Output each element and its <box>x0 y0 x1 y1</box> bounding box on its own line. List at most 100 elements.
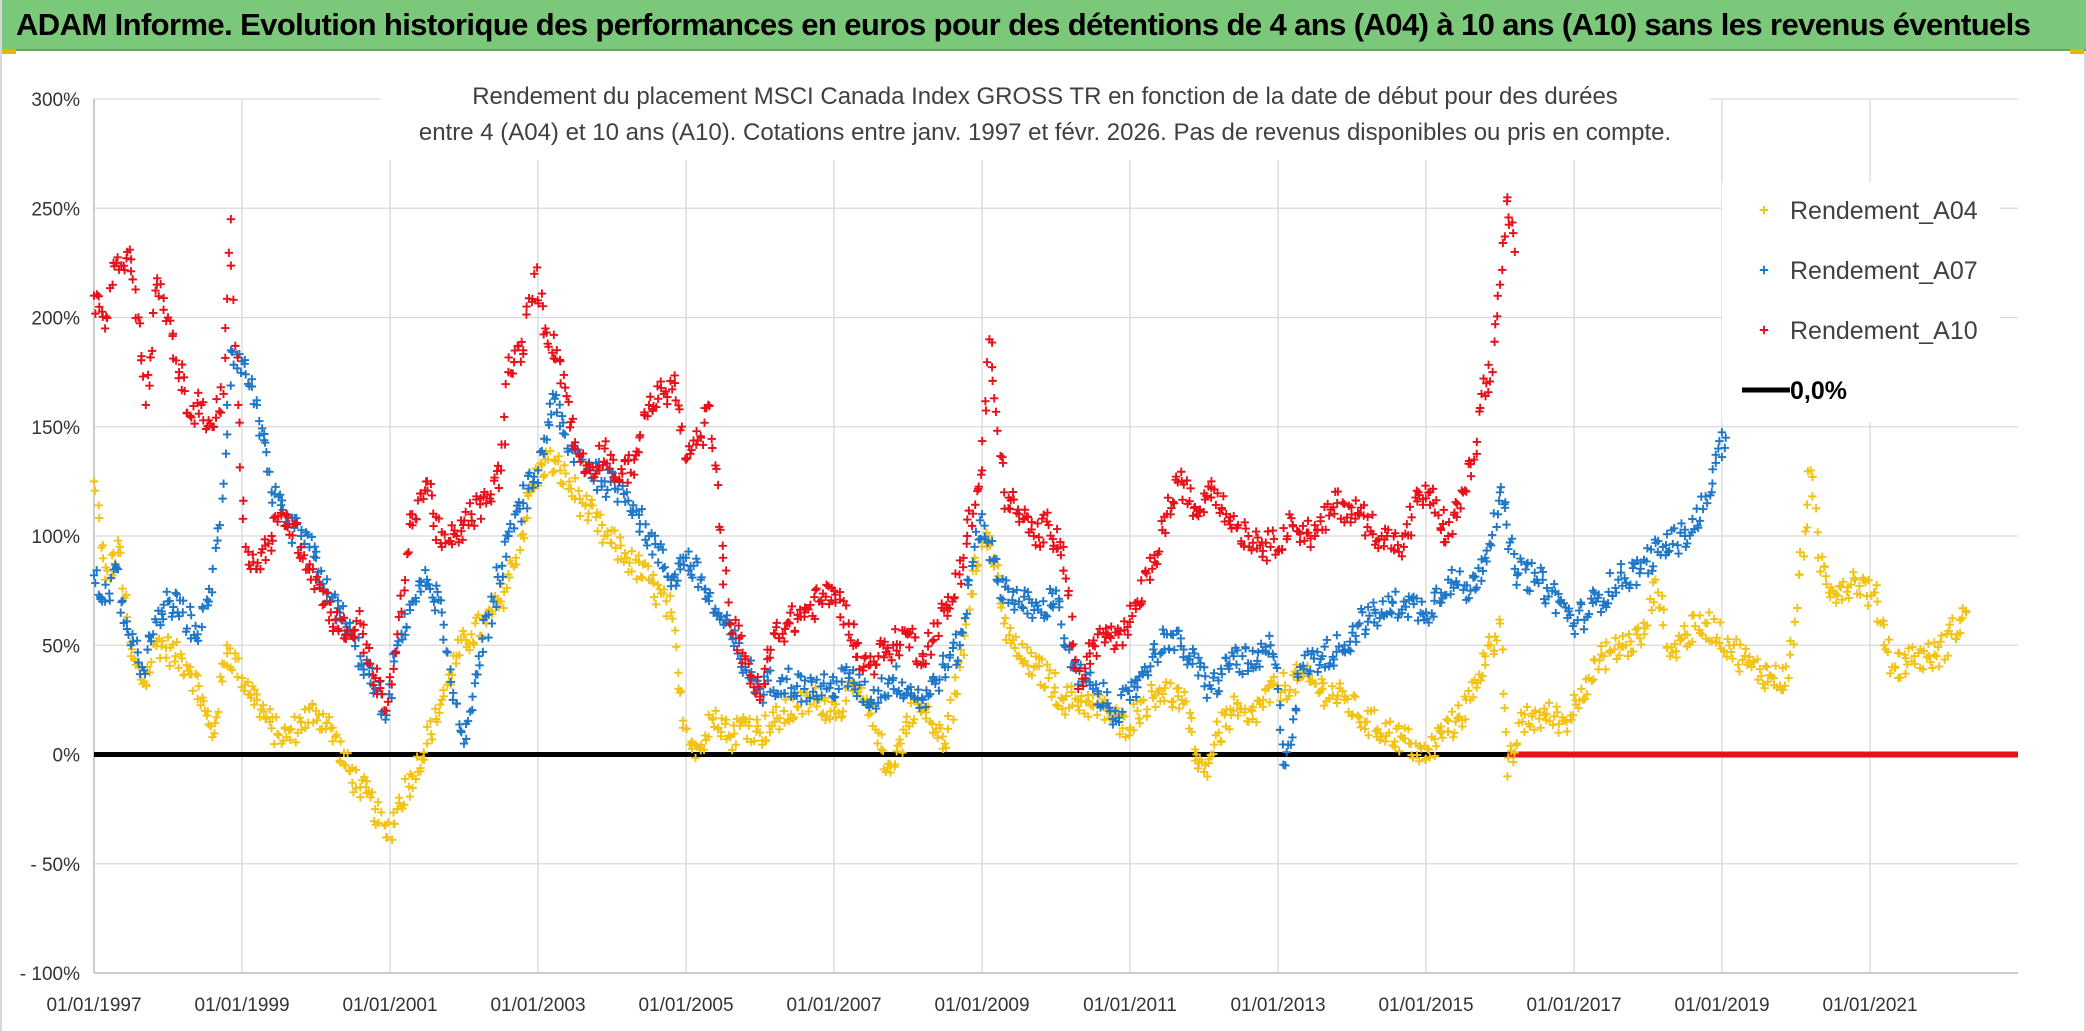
data-point <box>784 618 793 627</box>
data-point <box>412 515 421 524</box>
data-point <box>1145 553 1155 563</box>
data-point <box>1177 467 1186 476</box>
data-point <box>1158 625 1168 634</box>
data-point <box>1890 662 1900 671</box>
data-point <box>908 624 917 634</box>
data-point <box>467 630 476 639</box>
data-point <box>385 673 395 682</box>
data-point <box>1785 650 1795 659</box>
legend-marker <box>1759 205 1769 215</box>
data-point <box>159 293 168 303</box>
data-point <box>1037 655 1047 664</box>
data-point <box>1292 706 1301 715</box>
data-point <box>95 513 104 523</box>
data-point <box>1436 525 1446 535</box>
data-point <box>550 455 559 464</box>
data-point <box>147 657 156 667</box>
data-point <box>1589 675 1598 684</box>
data-point <box>510 524 519 533</box>
data-point <box>498 572 508 581</box>
data-point <box>836 613 845 622</box>
data-point <box>377 690 387 699</box>
data-point <box>233 364 242 373</box>
data-point <box>1454 701 1463 710</box>
data-point <box>1391 528 1400 538</box>
data-point <box>1129 726 1138 735</box>
data-point <box>731 740 741 749</box>
data-point <box>1014 597 1024 606</box>
data-point <box>968 589 978 599</box>
data-point <box>1414 756 1424 766</box>
data-point <box>463 716 473 726</box>
data-point <box>641 535 650 545</box>
data-point <box>1490 632 1500 641</box>
data-point <box>528 294 537 304</box>
data-point <box>1232 660 1241 669</box>
data-point <box>752 727 761 736</box>
data-point <box>1530 568 1539 578</box>
data-point <box>283 513 293 522</box>
data-point <box>1722 652 1731 661</box>
data-point <box>1517 557 1526 566</box>
data-point <box>1181 697 1191 706</box>
data-point <box>738 648 747 658</box>
data-point <box>394 793 404 802</box>
data-point <box>1464 594 1473 603</box>
data-point <box>1584 609 1594 619</box>
data-point <box>1169 499 1179 508</box>
data-point <box>116 608 125 617</box>
data-point <box>293 548 303 558</box>
data-point <box>197 622 207 632</box>
data-point <box>177 360 187 369</box>
data-point <box>532 263 542 272</box>
data-point <box>981 396 990 406</box>
data-point <box>336 737 345 746</box>
data-point <box>265 717 275 727</box>
data-point <box>1161 528 1170 538</box>
data-point <box>474 651 483 661</box>
data-point <box>324 712 334 722</box>
data-point <box>1434 510 1443 520</box>
data-point <box>1500 703 1509 713</box>
data-point <box>1767 672 1776 681</box>
data-point <box>1272 663 1282 673</box>
data-point <box>611 473 620 482</box>
data-point <box>396 591 405 600</box>
data-point <box>1040 682 1050 691</box>
data-point <box>182 661 191 670</box>
data-point <box>817 710 826 720</box>
data-point <box>800 676 810 685</box>
data-point <box>1596 607 1606 617</box>
data-point <box>1377 733 1386 742</box>
data-point <box>1601 665 1610 674</box>
data-point <box>1149 645 1158 654</box>
data-point <box>1008 487 1018 497</box>
data-point <box>364 643 374 653</box>
data-point <box>1504 213 1513 222</box>
data-point <box>643 411 652 421</box>
data-point <box>871 704 881 713</box>
data-point <box>540 470 549 480</box>
data-point <box>775 725 784 734</box>
data-point <box>678 716 688 725</box>
x-tick-label: 01/01/2003 <box>490 995 585 1016</box>
data-point <box>956 579 966 589</box>
data-point <box>1614 575 1623 584</box>
data-point <box>1469 455 1479 464</box>
data-point <box>1632 580 1641 590</box>
data-point <box>1795 570 1804 580</box>
data-point <box>322 588 331 597</box>
y-tick-label: - 100% <box>20 964 80 985</box>
data-point <box>1328 682 1337 691</box>
data-point <box>98 554 108 563</box>
data-point <box>745 714 754 724</box>
data-point <box>1490 337 1499 346</box>
data-point <box>827 583 837 593</box>
data-point <box>726 620 735 629</box>
data-point <box>1363 602 1373 612</box>
data-point <box>627 546 637 556</box>
data-point <box>1574 704 1583 713</box>
data-point <box>1849 573 1859 583</box>
data-point <box>603 531 612 540</box>
